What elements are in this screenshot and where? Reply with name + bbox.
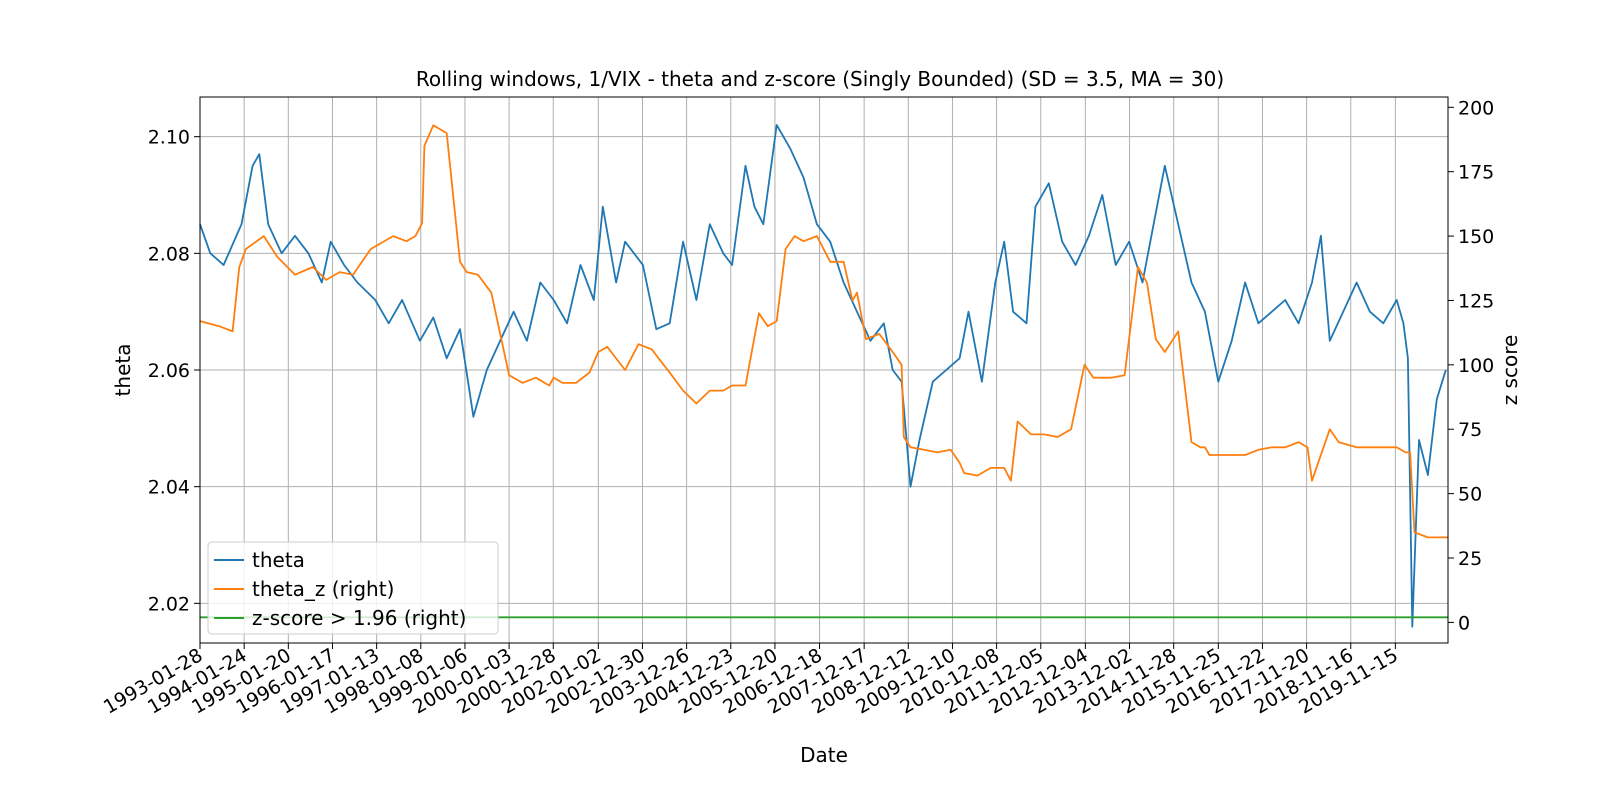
y2-tick-label: 50 xyxy=(1458,484,1482,506)
y-tick-label: 2.08 xyxy=(148,243,190,265)
x-axis-label: Date xyxy=(800,743,848,767)
y-axis-label: theta xyxy=(111,344,135,397)
y2-axis-label: z score xyxy=(1498,335,1522,406)
y-axis-left: 2.02 2.04 2.06 2.08 2.10 xyxy=(148,127,200,615)
x-axis: 1993-01-281994-01-241995-01-201996-01-17… xyxy=(100,643,1402,719)
legend-label-theta: theta xyxy=(252,548,305,572)
grid xyxy=(199,97,1448,643)
y2-tick-label: 150 xyxy=(1458,226,1494,248)
legend-box xyxy=(207,541,499,635)
y2-tick-label: 200 xyxy=(1458,97,1494,119)
chart-title: Rolling windows, 1/VIX - theta and z-sco… xyxy=(416,67,1224,91)
y2-tick-label: 125 xyxy=(1458,290,1494,312)
y2-tick-label: 0 xyxy=(1458,612,1470,634)
y-tick-label: 2.04 xyxy=(148,477,190,499)
legend: theta theta_z (right) z-score > 1.96 (ri… xyxy=(207,541,499,635)
legend-label-zscore: z-score > 1.96 (right) xyxy=(252,606,466,630)
y-tick-label: 2.06 xyxy=(148,360,190,382)
y2-tick-label: 175 xyxy=(1458,162,1494,184)
y2-tick-label: 25 xyxy=(1458,548,1482,570)
y-tick-label: 2.02 xyxy=(148,593,190,615)
y2-tick-label: 75 xyxy=(1458,419,1482,441)
y-tick-label: 2.10 xyxy=(148,127,190,149)
y-axis-right: 0 25 50 75 100 125 150 175 200 xyxy=(1448,97,1494,634)
legend-label-theta-z: theta_z (right) xyxy=(252,577,394,601)
series-line-theta-z xyxy=(199,124,1448,539)
series-line-theta xyxy=(199,124,1447,628)
y2-tick-label: 100 xyxy=(1458,355,1494,377)
